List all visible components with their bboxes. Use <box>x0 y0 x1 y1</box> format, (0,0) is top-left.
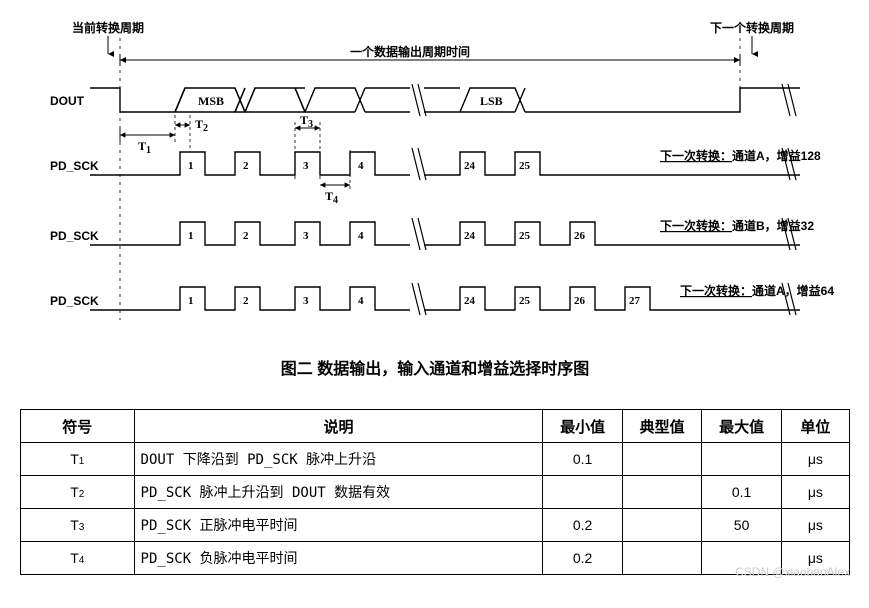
cell-desc: DOUT 下降沿到 PD_SCK 脉冲上升沿 <box>134 443 543 476</box>
label-lsb: LSB <box>480 94 503 108</box>
label-current-cycle: 当前转换周期 <box>72 20 144 35</box>
dout-waveform <box>90 84 800 116</box>
th-typ: 典型值 <box>622 410 701 443</box>
th-desc: 说明 <box>134 410 543 443</box>
watermark: CSDN @xiaobaoAlex <box>735 565 850 579</box>
svg-text:25: 25 <box>519 160 531 172</box>
svg-text:26: 26 <box>574 230 586 242</box>
svg-text:26: 26 <box>574 295 586 307</box>
th-min: 最小值 <box>543 410 622 443</box>
svg-text:25: 25 <box>519 295 531 307</box>
th-unit: 单位 <box>781 410 849 443</box>
svg-text:24: 24 <box>464 295 476 307</box>
th-max: 最大值 <box>702 410 781 443</box>
cell-typ <box>622 509 701 542</box>
svg-text:24: 24 <box>464 160 476 172</box>
cell-desc: PD_SCK 脉冲上升沿到 DOUT 数据有效 <box>134 476 543 509</box>
table-row: T2PD_SCK 脉冲上升沿到 DOUT 数据有效 0.1μs <box>21 476 850 509</box>
cell-min: 0.2 <box>543 509 622 542</box>
svg-text:2: 2 <box>243 230 249 242</box>
th-symbol: 符号 <box>21 410 135 443</box>
figure-caption: 图二 数据输出，输入通道和增益选择时序图 <box>20 355 850 379</box>
cell-symbol: T1 <box>21 443 135 476</box>
label-msb: MSB <box>198 94 224 108</box>
table-row: T4PD_SCK 负脉冲电平时间0.2μs <box>21 542 850 575</box>
cell-typ <box>622 476 701 509</box>
cell-min <box>543 476 622 509</box>
cell-symbol: T2 <box>21 476 135 509</box>
svg-text:3: 3 <box>303 230 309 242</box>
svg-text:T2: T2 <box>195 117 208 134</box>
label-pdsck-1: PD_SCK <box>50 159 99 173</box>
cell-max <box>702 443 781 476</box>
svg-text:27: 27 <box>629 295 641 307</box>
label-dout: DOUT <box>50 94 85 108</box>
timing-table: 符号 说明 最小值 典型值 最大值 单位 T1DOUT 下降沿到 PD_SCK … <box>20 409 850 575</box>
next-b32: 下一次转换：通道B，增益32 <box>660 218 814 233</box>
label-span: 一个数据输出周期时间 <box>350 44 470 59</box>
label-next-cycle: 下一个转换周期 <box>710 20 794 35</box>
cell-max: 0.1 <box>702 476 781 509</box>
cell-symbol: T3 <box>21 509 135 542</box>
svg-text:4: 4 <box>358 295 364 307</box>
svg-text:1: 1 <box>188 295 194 307</box>
label-pdsck-2: PD_SCK <box>50 229 99 243</box>
svg-text:4: 4 <box>358 160 364 172</box>
svg-text:3: 3 <box>303 160 309 172</box>
table-row: T1DOUT 下降沿到 PD_SCK 脉冲上升沿0.1 μs <box>21 443 850 476</box>
table-header-row: 符号 说明 最小值 典型值 最大值 单位 <box>21 410 850 443</box>
cell-unit: μs <box>781 443 849 476</box>
svg-text:2: 2 <box>243 160 249 172</box>
cell-max: 50 <box>702 509 781 542</box>
svg-text:4: 4 <box>358 230 364 242</box>
cell-min: 0.2 <box>543 542 622 575</box>
svg-text:T1: T1 <box>138 139 151 156</box>
svg-text:1: 1 <box>188 160 194 172</box>
svg-text:24: 24 <box>464 230 476 242</box>
label-pdsck-3: PD_SCK <box>50 294 99 308</box>
cell-unit: μs <box>781 476 849 509</box>
next-a64: 下一次转换：通道A，增益64 <box>680 283 834 298</box>
cell-symbol: T4 <box>21 542 135 575</box>
cell-typ <box>622 542 701 575</box>
svg-text:T3: T3 <box>300 113 313 130</box>
svg-text:3: 3 <box>303 295 309 307</box>
cell-unit: μs <box>781 509 849 542</box>
timing-diagram: 当前转换周期 下一个转换周期 一个数据输出周期时间 DOUT MSB LS <box>20 20 850 330</box>
cell-min: 0.1 <box>543 443 622 476</box>
cell-typ <box>622 443 701 476</box>
svg-text:25: 25 <box>519 230 531 242</box>
svg-text:1: 1 <box>188 230 194 242</box>
cell-desc: PD_SCK 负脉冲电平时间 <box>134 542 543 575</box>
svg-text:T4: T4 <box>325 189 338 206</box>
next-a128: 下一次转换：通道A，增益128 <box>660 148 821 163</box>
cell-desc: PD_SCK 正脉冲电平时间 <box>134 509 543 542</box>
svg-text:2: 2 <box>243 295 249 307</box>
table-row: T3PD_SCK 正脉冲电平时间0.2 50μs <box>21 509 850 542</box>
